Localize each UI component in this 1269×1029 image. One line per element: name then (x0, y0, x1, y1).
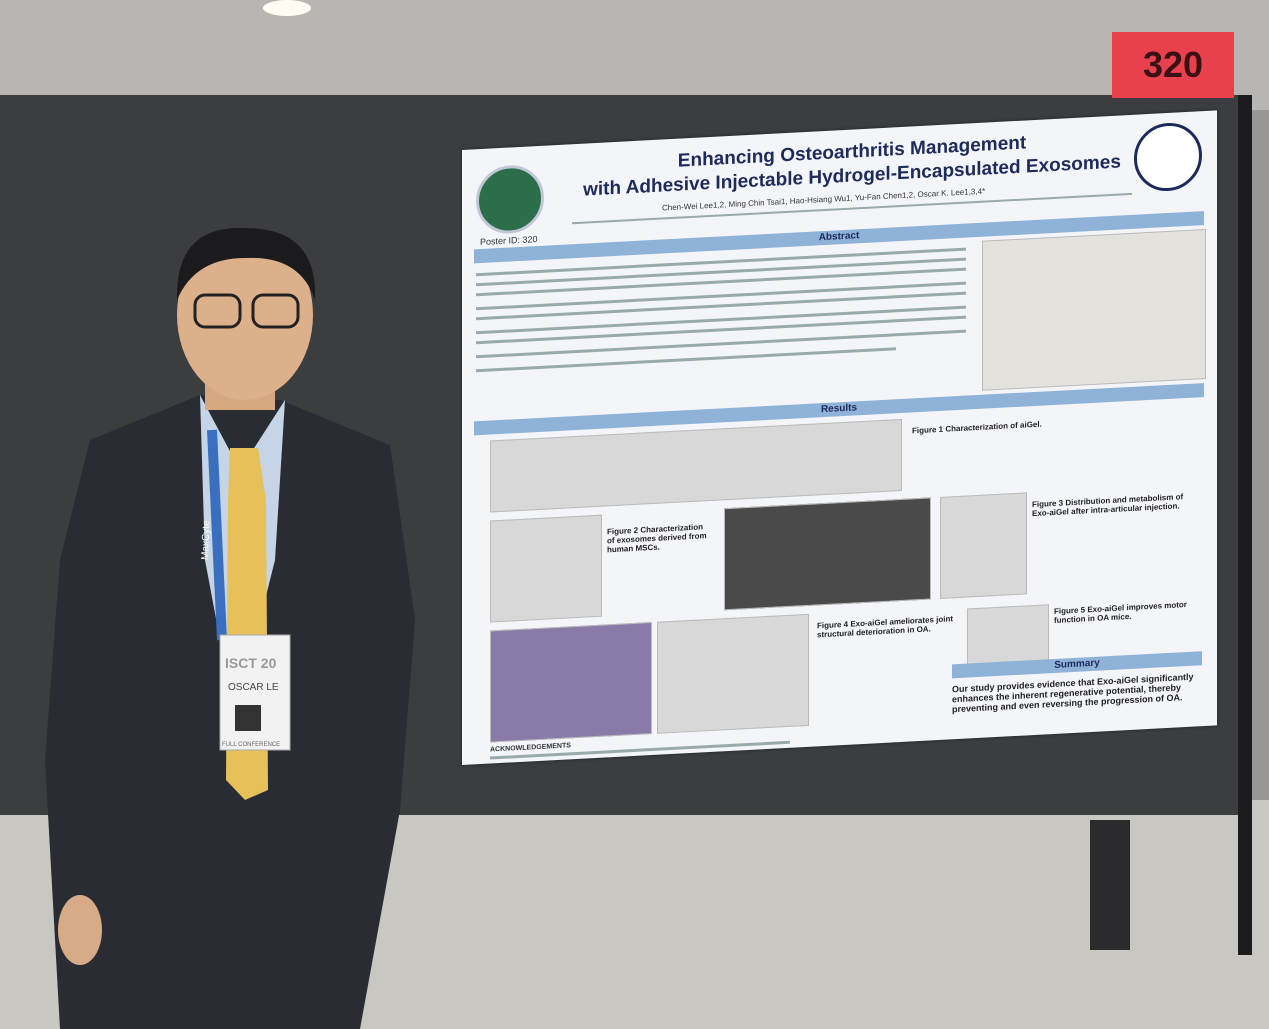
figure-panel (940, 492, 1027, 599)
poster: Enhancing Osteoarthritis Management with… (462, 110, 1217, 765)
text-line (476, 329, 966, 359)
figure-caption: Figure 4 Exo-aiGel ameliorates joint str… (817, 614, 954, 640)
figure-panel (967, 604, 1049, 666)
figure-panel (490, 514, 602, 623)
figure-panel (490, 418, 902, 513)
board-leg (1090, 820, 1130, 950)
acknowledgements: ACKNOWLEDGEMENTS (490, 742, 571, 754)
figure-caption: Figure 1 Characterization of aiGel. (912, 419, 1042, 436)
figure-panel (724, 497, 931, 611)
face (177, 230, 313, 400)
board-number: 320 (1112, 32, 1234, 98)
figure-panel (490, 622, 652, 743)
badge-qr (235, 705, 261, 731)
logo-left (476, 163, 544, 236)
hair (176, 227, 316, 300)
badge-name: OSCAR LE (228, 682, 279, 693)
summary-text: Our study provides evidence that Exo-aiG… (952, 671, 1194, 715)
badge-event: ISCT 20 (225, 655, 277, 671)
abstract-graphic (982, 229, 1206, 391)
hand (58, 895, 102, 965)
ceiling-light (263, 0, 311, 16)
badge-tier: FULL CONFERENCE (222, 742, 280, 748)
lanyard-text: MaxCyte (200, 520, 212, 560)
logo-right (1134, 121, 1202, 193)
glasses-left (193, 293, 242, 329)
lanyard (207, 429, 227, 641)
figure-caption: Figure 2 Characterization of exosomes de… (607, 522, 707, 555)
ceiling (0, 0, 1269, 110)
board-frame (1238, 95, 1252, 955)
glasses-right (251, 293, 300, 329)
figure-panel (657, 613, 809, 734)
poster-id: Poster ID: 320 (480, 234, 538, 248)
figure-caption: Figure 3 Distribution and metabolism of … (1032, 492, 1184, 519)
figure-caption: Figure 5 Exo-aiGel improves motor functi… (1054, 600, 1187, 625)
